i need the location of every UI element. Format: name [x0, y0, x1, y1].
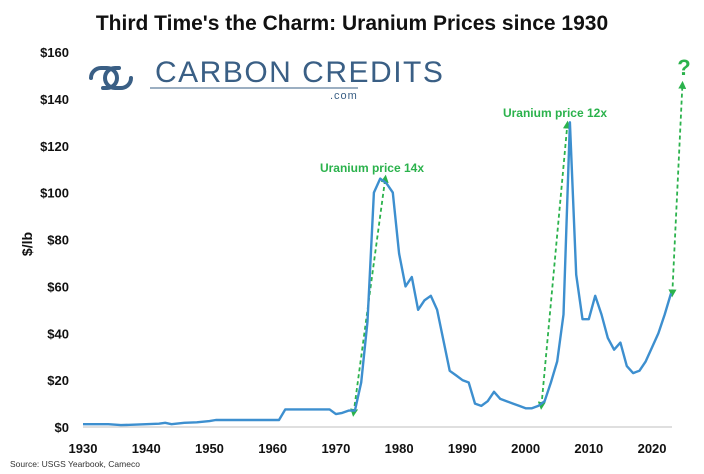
y-axis-label: $/lb: [19, 232, 35, 256]
y-tick-label: $40: [47, 326, 69, 341]
y-tick-label: $120: [40, 139, 69, 154]
x-tick-label: 2020: [638, 441, 667, 456]
x-tick-label: 2010: [574, 441, 603, 456]
carbon-credits-logo: CARBON CREDITS .com: [89, 56, 444, 102]
chart-title: Third Time's the Charm: Uranium Prices s…: [96, 12, 608, 35]
x-tick-label: 1930: [69, 441, 98, 456]
source-note: Source: USGS Yearbook, Cameco: [10, 459, 140, 469]
arrow-peak-2007: [537, 120, 571, 410]
price-series-line: [83, 121, 673, 427]
x-tick-label: 1970: [321, 441, 350, 456]
x-tick-label: 2000: [511, 441, 540, 456]
y-tick-label: $80: [47, 233, 69, 248]
annotation-question-mark: ?: [677, 55, 690, 80]
arrow-peak-1978: [350, 174, 389, 417]
annotation-peak-1978: Uranium price 14x: [320, 161, 424, 175]
y-tick-label: $20: [47, 373, 69, 388]
arrow-future: [668, 80, 687, 298]
x-tick-label: 1940: [132, 441, 161, 456]
y-tick-label: $100: [40, 186, 69, 201]
logo-wordmark: CARBON CREDITS: [155, 56, 444, 89]
logo-mark-icon: [89, 66, 133, 90]
x-tick-label: 1990: [448, 441, 477, 456]
series-layer: [83, 121, 673, 427]
x-tick-label: 1980: [385, 441, 414, 456]
x-tick-label: 1960: [258, 441, 287, 456]
x-axis: 1930 1940 1950 1960 1970 1980 1990 2000 2010 2020: [69, 441, 667, 456]
y-tick-label: $60: [47, 279, 69, 294]
y-tick-label: $140: [40, 92, 69, 107]
y-tick-label: $0: [55, 420, 69, 435]
annotation-arrows: [350, 80, 687, 417]
x-tick-label: 1950: [195, 441, 224, 456]
y-axis: $0 $20 $40 $60 $80 $100 $120 $140 $160: [40, 45, 69, 435]
annotation-peak-2007: Uranium price 12x: [503, 106, 607, 120]
y-tick-label: $160: [40, 45, 69, 60]
logo-suffix: .com: [330, 90, 358, 102]
